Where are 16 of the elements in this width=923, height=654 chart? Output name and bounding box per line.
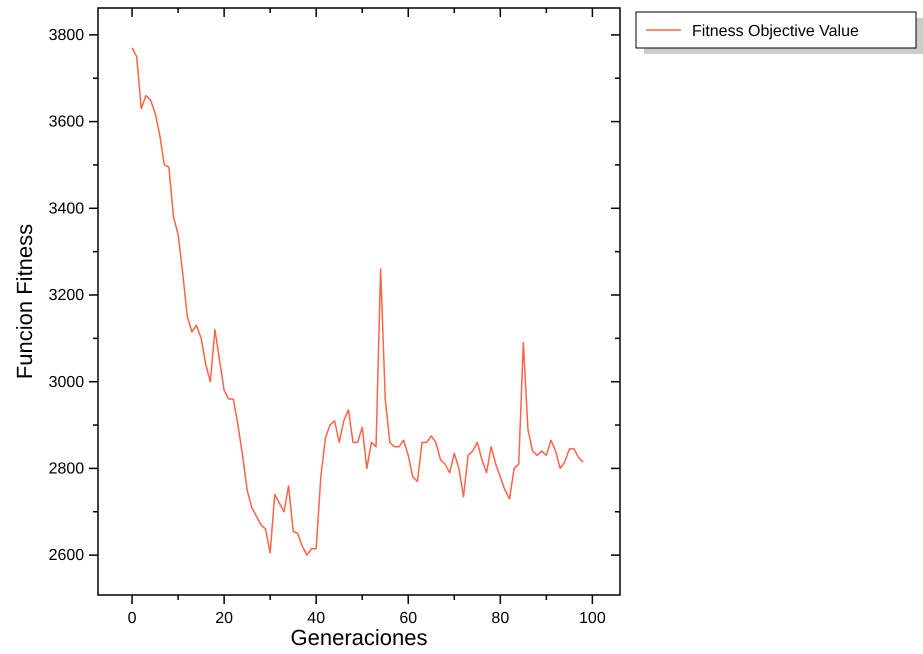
- x-tick-label: 20: [215, 610, 234, 628]
- x-tick-label: 60: [399, 610, 418, 628]
- y-tick-label: 3800: [48, 27, 84, 44]
- y-tick-label: 3400: [48, 200, 84, 218]
- x-tick-label: 80: [491, 610, 510, 628]
- y-tick-label: 2600: [48, 547, 84, 564]
- x-tick-label: 100: [579, 610, 606, 628]
- y-tick-label: 2800: [48, 460, 84, 478]
- x-axis-title: Generaciones: [290, 625, 428, 650]
- y-tick-label: 3000: [48, 374, 84, 391]
- y-tick-label: 3600: [48, 114, 84, 131]
- x-tick-label: 0: [128, 610, 137, 628]
- legend-label: Fitness Objective Value: [692, 23, 859, 40]
- y-tick-label: 3200: [48, 287, 84, 304]
- x-tick-label: 40: [307, 610, 326, 628]
- y-axis-title: Funcion Fitness: [12, 224, 37, 380]
